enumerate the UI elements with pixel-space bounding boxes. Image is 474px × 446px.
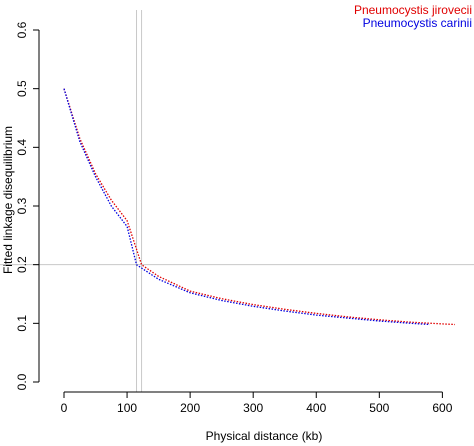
series-line-carinii bbox=[63, 88, 430, 326]
series-lines bbox=[63, 88, 456, 326]
reference-lines bbox=[0, 10, 474, 392]
legend-label-carinii: Pneumocystis carinii bbox=[363, 16, 472, 30]
x-tick-label: 100 bbox=[117, 401, 137, 415]
y-tick-label: 0.0 bbox=[15, 373, 29, 390]
y-tick-label: 0.1 bbox=[15, 315, 29, 332]
x-axis-label: Physical distance (kb) bbox=[206, 429, 323, 443]
x-tick-label: 200 bbox=[180, 401, 200, 415]
x-tick-label: 400 bbox=[306, 401, 326, 415]
x-tick-label: 600 bbox=[432, 401, 452, 415]
series-line-jirovecii bbox=[63, 88, 456, 326]
y-tick-label: 0.3 bbox=[15, 197, 29, 214]
y-tick-label: 0.4 bbox=[15, 139, 29, 156]
x-tick-label: 0 bbox=[61, 401, 68, 415]
legend-label-jirovecii: Pneumocystis jirovecii bbox=[354, 3, 472, 17]
y-axis-label: Fitted linkage disequilibrium bbox=[1, 126, 15, 274]
axes: 0.0 0.1 0.2 0.3 0.4 0.5 0.6 0 100 200 300 400 500 600 bbox=[15, 21, 453, 415]
y-tick-label: 0.2 bbox=[15, 256, 29, 273]
x-tick-label: 300 bbox=[243, 401, 263, 415]
x-tick-label: 500 bbox=[369, 401, 389, 415]
y-tick-label: 0.5 bbox=[15, 80, 29, 97]
y-tick-label: 0.6 bbox=[15, 21, 29, 38]
